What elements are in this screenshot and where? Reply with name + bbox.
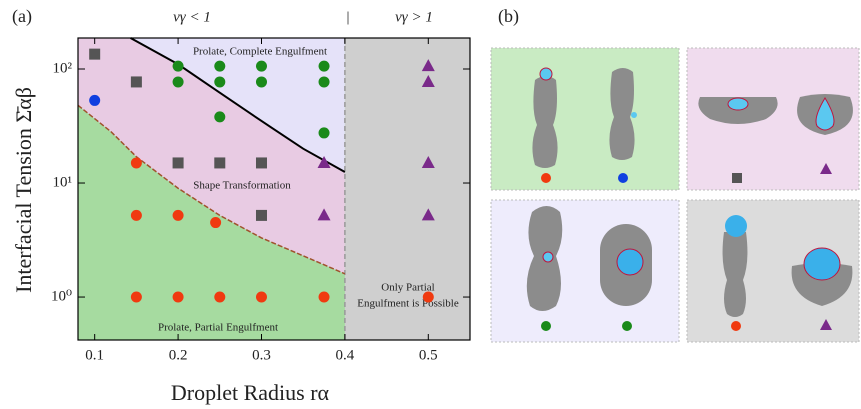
- region: [345, 38, 470, 340]
- marker: [541, 173, 551, 183]
- top-label: vγ > 1: [395, 9, 433, 25]
- vesicle: [532, 76, 557, 168]
- x-tick-label: 0.3: [252, 347, 271, 363]
- y-tick-label: 10²: [53, 60, 73, 76]
- droplet: [728, 98, 748, 110]
- droplet: [543, 252, 553, 262]
- point: [256, 61, 267, 72]
- point: [131, 157, 142, 168]
- point: [214, 61, 225, 72]
- point: [319, 292, 330, 303]
- panel-label: (b): [498, 6, 519, 27]
- point: [214, 292, 225, 303]
- droplet: [804, 248, 840, 280]
- point: [423, 292, 434, 303]
- point: [319, 127, 330, 138]
- marker: [731, 321, 741, 331]
- x-tick-label: 0.4: [336, 347, 355, 363]
- top-label: vγ < 1: [173, 9, 211, 25]
- marker: [622, 321, 632, 331]
- y-tick-label: 10¹: [53, 174, 73, 190]
- point: [131, 292, 142, 303]
- point: [319, 76, 330, 87]
- x-tick-label: 0.2: [169, 347, 188, 363]
- vesicle: [609, 68, 634, 160]
- point: [89, 49, 100, 60]
- x-tick-label: 0.1: [85, 347, 104, 363]
- region-label: Engulfment is Possible: [357, 298, 459, 310]
- point: [256, 292, 267, 303]
- illustration-box: [491, 48, 679, 190]
- region-label: Shape Transformation: [193, 180, 291, 192]
- point: [173, 76, 184, 87]
- point: [256, 157, 267, 168]
- point: [173, 292, 184, 303]
- vesicle: [723, 232, 748, 317]
- droplet: [617, 249, 643, 275]
- point: [214, 111, 225, 122]
- droplet: [540, 68, 552, 80]
- x-axis-label: Droplet Radius rα: [171, 380, 330, 405]
- droplet: [631, 112, 637, 118]
- point: [131, 210, 142, 221]
- point: [210, 217, 221, 228]
- region-label: Prolate, Complete Engulfment: [193, 46, 327, 58]
- point: [319, 61, 330, 72]
- point: [173, 61, 184, 72]
- marker: [618, 173, 628, 183]
- point: [173, 157, 184, 168]
- figure: (a) (b) vγ < 1 | vγ > 1 Droplet Radius r…: [0, 0, 861, 409]
- point: [256, 76, 267, 87]
- droplet: [725, 215, 747, 237]
- region-label: Prolate, Partial Engulfment: [158, 322, 278, 334]
- panel-label: (a): [12, 6, 32, 27]
- y-axis-label: Interfacial Tension Σ̄αβ: [11, 87, 36, 293]
- marker: [541, 321, 551, 331]
- top-label: |: [346, 9, 349, 25]
- point: [214, 76, 225, 87]
- y-tick-label: 10⁰: [51, 288, 72, 304]
- point: [131, 76, 142, 87]
- marker: [732, 173, 742, 183]
- region-label: Only Partial: [381, 282, 434, 294]
- point: [89, 95, 100, 106]
- point: [214, 157, 225, 168]
- point: [256, 210, 267, 221]
- x-tick-label: 0.5: [419, 347, 438, 363]
- illustrations: [491, 48, 859, 342]
- point: [173, 210, 184, 221]
- plot: Prolate, Complete Engulfment Shape Transf…: [51, 38, 470, 363]
